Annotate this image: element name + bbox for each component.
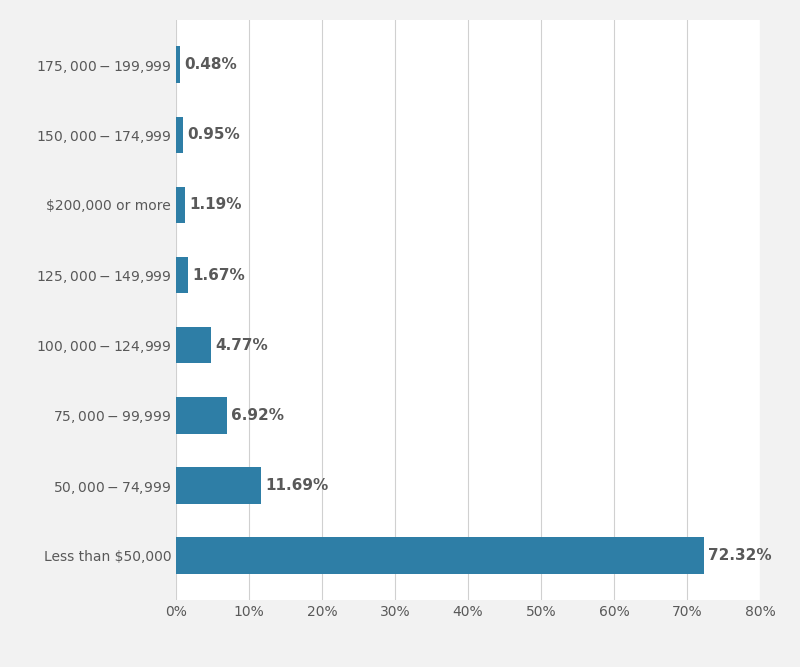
Text: 1.19%: 1.19% <box>189 197 242 212</box>
Text: 11.69%: 11.69% <box>266 478 329 493</box>
Text: 0.95%: 0.95% <box>187 127 240 142</box>
Text: 0.48%: 0.48% <box>184 57 237 72</box>
Text: 6.92%: 6.92% <box>231 408 284 423</box>
Bar <box>176 117 183 153</box>
Text: 72.32%: 72.32% <box>708 548 772 563</box>
Bar <box>176 187 185 223</box>
Bar <box>176 47 179 83</box>
Text: 4.77%: 4.77% <box>215 338 268 353</box>
Bar <box>176 468 262 504</box>
Bar <box>176 538 704 574</box>
Bar <box>176 397 226 434</box>
Bar <box>176 257 188 293</box>
Text: 1.67%: 1.67% <box>193 267 246 283</box>
Bar <box>176 327 211 364</box>
